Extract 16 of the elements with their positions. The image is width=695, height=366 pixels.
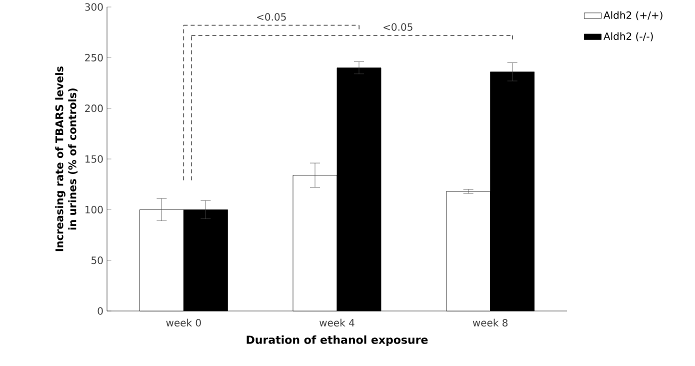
y-tick-label: 200 <box>85 104 103 112</box>
legend-label: Aldh2 (-/-) <box>604 32 653 42</box>
y-tick-label: 150 <box>85 155 103 163</box>
y-axis-title: Increasing rate of TBARS levels in urines (% of controls) <box>55 66 78 252</box>
x-tick-label: week 4 <box>320 318 354 327</box>
annotation: <0.05 <box>257 13 286 21</box>
y-tick-label: 100 <box>85 206 103 214</box>
annotation: <0.05 <box>384 23 412 31</box>
legend-label: Aldh2 (+/+) <box>604 11 662 20</box>
y-tick-label: 0 <box>98 307 103 315</box>
y-tick-label: 250 <box>85 54 103 62</box>
y-tick-label: 300 <box>85 3 103 11</box>
x-tick-label: week 0 <box>166 318 201 327</box>
x-tick-label: week 8 <box>472 318 508 327</box>
y-tick-label: 50 <box>92 256 103 264</box>
x-axis-title: Duration of ethanol exposure <box>246 335 428 346</box>
